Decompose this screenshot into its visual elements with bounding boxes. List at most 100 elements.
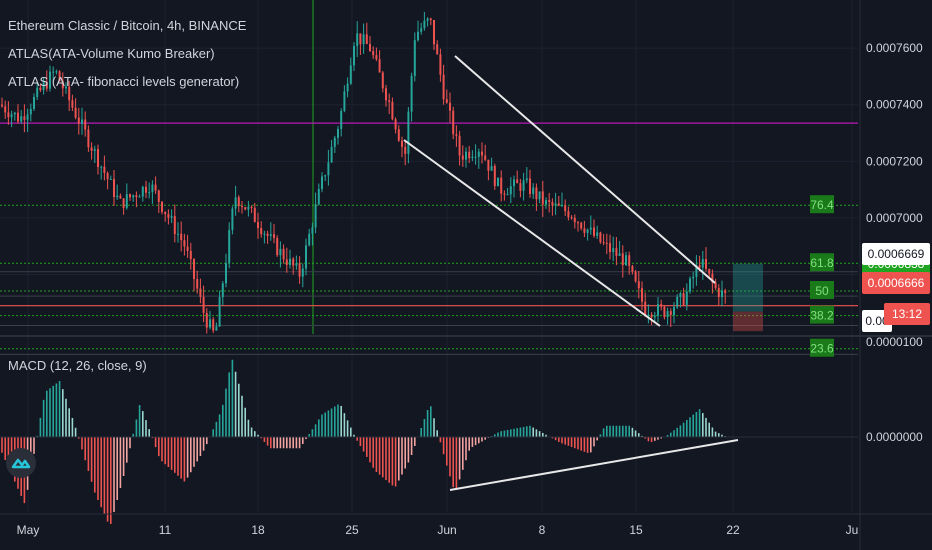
candle-body [452, 110, 455, 135]
price-badge [884, 303, 930, 325]
price-tick-label: 0.0007400 [866, 98, 923, 112]
candle-body [234, 197, 237, 209]
candle-body [199, 288, 202, 297]
candle-body [506, 194, 509, 196]
candle-body [349, 65, 352, 84]
candle-body [13, 112, 16, 115]
candle-body [724, 290, 727, 293]
candle-body [698, 265, 701, 268]
candle-body [525, 178, 528, 181]
time-tick-label: 25 [345, 523, 359, 537]
candle-body [298, 263, 301, 277]
candle-body [52, 71, 55, 73]
candle-body [10, 114, 13, 118]
candle-body [385, 88, 387, 101]
candle-body [673, 307, 675, 315]
candle-body [413, 40, 416, 76]
fib-label-76.4: 76.4 [810, 198, 834, 212]
candle-body [420, 28, 423, 32]
candle-body [113, 179, 115, 198]
candle-body [183, 240, 186, 247]
candle-body [439, 54, 442, 75]
macd-legend[interactable]: MACD (12, 26, close, 9) [8, 358, 147, 373]
candle-body [519, 183, 522, 191]
candle-body [618, 253, 621, 256]
candle-body [433, 20, 435, 45]
candle-body [721, 290, 723, 298]
time-tick-label: Ju [846, 523, 859, 537]
indicator-legend-1[interactable]: ATLAS(ATA-Volume Kumo Breaker) [8, 46, 215, 61]
candle-body [372, 51, 375, 56]
candle-body [340, 111, 343, 129]
candle-body [647, 314, 650, 316]
candle-body [641, 288, 643, 302]
candle-body [625, 255, 627, 266]
candle-body [20, 116, 23, 122]
candle-body [45, 82, 48, 89]
candle-body [516, 179, 519, 184]
candle-body [1, 104, 3, 107]
candle-body [615, 248, 618, 256]
candle-body [135, 195, 138, 198]
candle-body [71, 100, 74, 108]
candle-body [465, 151, 467, 160]
candle-body [138, 196, 141, 198]
candle-body [381, 72, 384, 89]
price-badge-label: 13:12 [892, 307, 922, 321]
candle-body [545, 200, 547, 205]
candle-body [468, 151, 471, 159]
price-badge-label: 0.0006666 [868, 276, 925, 290]
candle-body [663, 306, 666, 318]
candle-body [679, 293, 682, 297]
candle-body [311, 227, 314, 234]
candle-body [308, 233, 311, 246]
price-badge-label: 0.00 [865, 314, 889, 328]
candle-body [269, 234, 272, 236]
candle-body [583, 228, 586, 233]
symbol-legend[interactable]: Ethereum Classic / Bitcoin, 4h, BINANCE [8, 18, 247, 33]
candle-body [404, 146, 407, 154]
candle-body [218, 297, 221, 327]
candle-body [676, 296, 679, 308]
candle-body [205, 312, 208, 328]
candle-body [202, 296, 205, 313]
fib-label-box [810, 305, 834, 324]
candle-body [129, 194, 131, 198]
macd-trendline [449, 439, 739, 491]
candle-body [650, 314, 653, 318]
time-tick-label: Jun [437, 523, 456, 537]
candle-body [292, 258, 295, 266]
candle-body [141, 186, 144, 197]
candle-body [29, 108, 32, 115]
candle-body [458, 135, 461, 156]
tradingview-logo-icon[interactable] [6, 448, 36, 478]
candle-body [474, 156, 477, 158]
candle-body [154, 184, 157, 191]
candle-body [221, 283, 224, 298]
fib-label-box [810, 195, 834, 214]
candle-body [394, 119, 397, 130]
candle-body [65, 86, 67, 89]
indicator-legend-2[interactable]: ATLAS (ATA- fibonacci levels generator) [8, 74, 240, 89]
candle-body [228, 230, 231, 264]
candle-body [586, 229, 589, 233]
candle-body [49, 71, 51, 89]
candle-body [401, 140, 403, 147]
fib-label-23.6: 23.6 [810, 342, 834, 356]
candle-body [365, 34, 368, 45]
candle-body [231, 208, 234, 231]
candle-body [551, 202, 554, 206]
candle-body [628, 255, 631, 267]
candle-body [36, 87, 39, 97]
candle-body [375, 55, 378, 60]
candle-body [599, 232, 602, 243]
candle-body [125, 194, 128, 208]
time-tick-label: 11 [159, 523, 172, 537]
candle-body [436, 44, 439, 55]
price-tick-label: 0.0007200 [866, 154, 923, 168]
candle-body [471, 156, 474, 159]
candle-body [573, 217, 576, 223]
candle-body [314, 204, 317, 228]
candle-body [97, 149, 99, 167]
